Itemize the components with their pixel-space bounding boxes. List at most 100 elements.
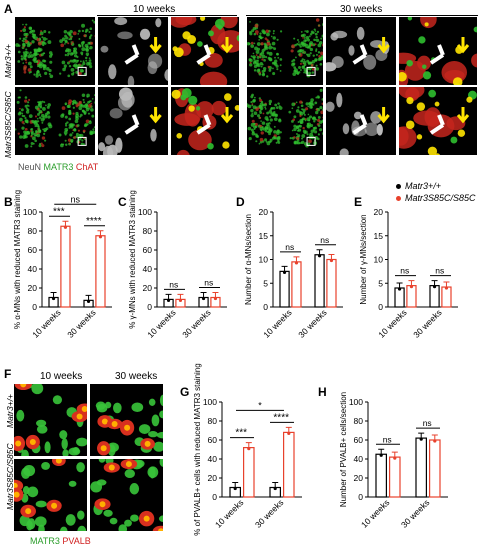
micrograph-a-wt-1-image bbox=[100, 17, 168, 85]
row-label-mut: Matr3S85C/S85C bbox=[3, 91, 13, 158]
y-tick-label: 80 bbox=[354, 416, 364, 426]
y-tick-label: 20 bbox=[259, 207, 269, 217]
significance-label: ns bbox=[320, 235, 329, 245]
yellow-arrow bbox=[377, 37, 390, 54]
y-tick-label: 10 bbox=[259, 255, 269, 265]
significance-label: ns bbox=[204, 278, 213, 288]
x-tick-label: 30 weeks bbox=[411, 307, 443, 339]
x-tick-label: 10 weeks bbox=[213, 497, 245, 529]
micrograph-a-wt-1 bbox=[97, 16, 169, 86]
f-header-10: 10 weeks bbox=[40, 371, 83, 382]
bar-mut bbox=[429, 439, 441, 498]
stain-legend-a: NeuN MATR3 ChAT bbox=[18, 162, 98, 172]
significance-label: ns bbox=[423, 418, 432, 428]
white-arrow bbox=[429, 114, 445, 135]
y-tick-label: 60 bbox=[143, 245, 153, 255]
panel-label-d: D bbox=[236, 195, 245, 209]
legend-mut: Matr3S85C/S85C bbox=[396, 192, 476, 204]
significance-label: ns bbox=[70, 194, 80, 204]
error-bar bbox=[431, 280, 438, 286]
error-bar bbox=[293, 256, 300, 262]
data-point bbox=[444, 286, 449, 290]
y-tick-label: 15 bbox=[374, 231, 384, 241]
error-bar bbox=[316, 249, 323, 255]
header-rule-30 bbox=[246, 15, 478, 16]
y-tick-label: 20 bbox=[354, 473, 364, 483]
bar-wt bbox=[375, 453, 387, 498]
x-tick-label: 30 weeks bbox=[65, 307, 97, 339]
significance-label: **** bbox=[86, 216, 102, 227]
y-tick-label: 60 bbox=[208, 435, 218, 445]
y-tick-label: 20 bbox=[28, 283, 38, 293]
micrograph-f-wt-0-image bbox=[14, 384, 87, 456]
y-tick-label: 100 bbox=[23, 207, 37, 217]
error-bar bbox=[85, 294, 92, 301]
yellow-arrow bbox=[377, 107, 390, 124]
bar-mut bbox=[406, 285, 417, 308]
data-point bbox=[294, 261, 299, 265]
f-header-30: 30 weeks bbox=[115, 371, 158, 382]
y-tick-label: 20 bbox=[143, 283, 153, 293]
y-tick-label: 80 bbox=[143, 226, 153, 236]
legend-wt-marker bbox=[396, 184, 401, 189]
error-bar bbox=[408, 280, 415, 286]
micrograph-a-wt-4 bbox=[325, 16, 397, 86]
micrograph-f-wt-0 bbox=[13, 383, 88, 457]
error-bar bbox=[212, 292, 219, 298]
data-point bbox=[397, 287, 402, 291]
error-bar bbox=[62, 220, 69, 227]
data-point bbox=[86, 299, 91, 303]
x-tick-label: 10 weeks bbox=[261, 307, 293, 339]
micrograph-a-wt-5 bbox=[398, 16, 478, 86]
x-tick-label: 30 weeks bbox=[399, 497, 431, 529]
y-tick-label: 5 bbox=[263, 278, 268, 288]
error-bar bbox=[378, 448, 385, 455]
micrograph-a-wt-2-image bbox=[171, 17, 239, 85]
legend-mut-marker bbox=[396, 196, 401, 201]
micrograph-a-mut-1 bbox=[97, 86, 169, 156]
significance-label: *** bbox=[235, 428, 247, 439]
chart-G: G 0 20 40 60 80 100% of PVALB+ cells with redu… bbox=[180, 363, 302, 536]
panel-label-g: G bbox=[180, 385, 189, 399]
error-bar bbox=[391, 451, 398, 458]
y-tick-label: 20 bbox=[208, 473, 218, 483]
data-point bbox=[317, 254, 322, 258]
error-bar bbox=[328, 254, 335, 260]
data-point bbox=[178, 298, 183, 302]
yellow-arrow bbox=[456, 107, 470, 124]
data-point bbox=[247, 447, 251, 451]
significance-label: ns bbox=[383, 434, 392, 444]
significance-label: * bbox=[258, 400, 262, 410]
y-axis-label: Number of PVALB+ cells/section bbox=[339, 392, 348, 507]
chat-label: ChAT bbox=[75, 162, 99, 172]
f-pvalb-label: PVALB bbox=[62, 536, 91, 546]
data-point bbox=[329, 258, 334, 263]
micrograph-a-mut-0-image bbox=[15, 89, 95, 148]
micrograph-a-wt-5-image bbox=[399, 17, 477, 85]
matr3-label: MATR3 bbox=[43, 162, 74, 172]
micrograph-a-wt-2 bbox=[170, 16, 240, 86]
yellow-arrow bbox=[149, 107, 162, 124]
x-tick-label: 10 weeks bbox=[30, 307, 62, 339]
y-tick-label: 0 bbox=[358, 492, 363, 502]
y-tick-label: 100 bbox=[138, 207, 152, 217]
chart-D: D 0 5 10 15 20 Number of α-MNs/section 10 weeks… bbox=[236, 195, 343, 340]
yellow-arrow bbox=[220, 37, 234, 54]
y-tick-label: 0 bbox=[147, 302, 152, 312]
significance-label: ns bbox=[169, 279, 178, 289]
significance-label: *** bbox=[53, 206, 65, 217]
micrograph-a-wt-0 bbox=[14, 16, 96, 86]
micrograph-f-wt-1 bbox=[89, 383, 164, 457]
data-point bbox=[201, 296, 206, 301]
legend-mut-label: Matr3S85C/S85C bbox=[405, 193, 476, 203]
y-tick-label: 0 bbox=[378, 302, 383, 312]
y-axis-label: Number of α-MNs/section bbox=[244, 214, 253, 305]
white-arrow bbox=[196, 44, 212, 65]
bar-mut bbox=[291, 261, 302, 308]
white-arrow bbox=[124, 44, 140, 65]
significance-label: **** bbox=[273, 412, 289, 423]
neun-label: NeuN bbox=[18, 162, 42, 172]
error-bar bbox=[281, 265, 288, 272]
error-bar bbox=[232, 482, 239, 488]
